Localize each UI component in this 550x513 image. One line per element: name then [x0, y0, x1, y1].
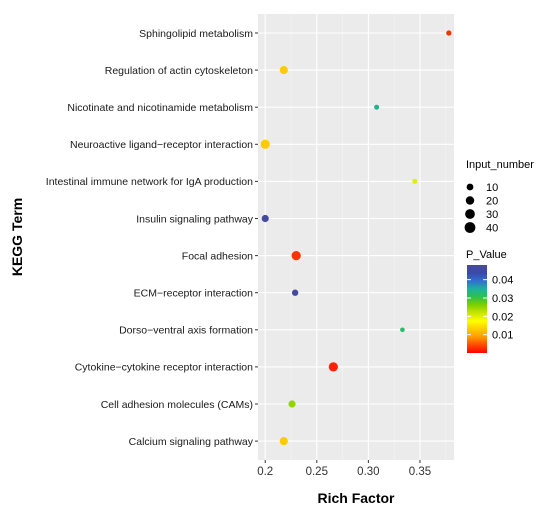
data-point	[400, 327, 405, 333]
data-point	[279, 437, 288, 446]
y-tick-label: Neuroactive ligand−receptor interaction	[70, 139, 253, 151]
data-point	[288, 400, 296, 408]
y-tick-label: Regulation of actin cytoskeleton	[105, 65, 253, 77]
plot-panel	[258, 14, 454, 460]
y-tick-label: Sphingolipid metabolism	[139, 28, 253, 40]
y-tick-label: Cell adhesion molecules (CAMs)	[101, 399, 253, 411]
y-tick-label: Nicotinate and nicotinamide metabolism	[67, 102, 253, 114]
data-point	[446, 30, 452, 36]
color-legend-label: 0.02	[492, 311, 513, 323]
size-legend-title: Input_number	[466, 159, 534, 171]
data-point	[412, 178, 418, 184]
x-tick-label: 0.2	[257, 466, 273, 478]
x-axis: 0.2 0.25 0.30 0.35	[257, 460, 431, 478]
y-tick-label: Calcium signaling pathway	[129, 436, 254, 448]
color-legend: 0.01 0.02 0.03 0.04	[467, 275, 513, 342]
x-tick-label: 0.25	[306, 466, 328, 478]
size-legend-dot	[464, 222, 476, 233]
y-axis: Sphingolipid metabolism Regulation of act…	[46, 28, 258, 448]
y-tick-label: Cytokine−cytokine receptor interaction	[75, 362, 253, 374]
size-legend-label: 40	[486, 223, 498, 235]
data-point	[260, 139, 270, 149]
data-point	[291, 250, 301, 261]
y-tick-label: Focal adhesion	[182, 250, 253, 262]
size-legend-label: 20	[486, 196, 498, 208]
y-tick-label: Dorso−ventral axis formation	[119, 325, 253, 337]
size-legend-dot	[465, 209, 475, 219]
data-point	[261, 214, 269, 223]
color-legend-label: 0.03	[492, 293, 513, 305]
color-legend-bar	[467, 265, 487, 353]
size-legend-dot	[466, 183, 474, 191]
points	[260, 30, 452, 446]
x-axis-title: Rich Factor	[317, 490, 395, 506]
data-point	[291, 289, 299, 296]
color-legend-label: 0.04	[492, 275, 513, 287]
size-legend-label: 10	[486, 182, 498, 194]
y-tick-label: Intestinal immune network for IgA produc…	[46, 176, 253, 188]
grid	[258, 14, 454, 460]
x-tick-label: 0.30	[357, 466, 379, 478]
y-tick-label: Insulin signaling pathway	[136, 213, 253, 225]
data-point	[374, 104, 380, 110]
y-axis-title: KEGG Term	[9, 198, 25, 276]
color-legend-label: 0.01	[492, 330, 513, 342]
size-legend-dot	[465, 196, 475, 205]
y-tick-label: ECM−receptor interaction	[134, 288, 254, 300]
data-point	[279, 66, 288, 75]
x-tick-label: 0.35	[409, 466, 431, 478]
color-legend-title: P_Value	[466, 249, 507, 261]
size-legend-label: 30	[486, 209, 498, 221]
data-point	[328, 362, 338, 372]
